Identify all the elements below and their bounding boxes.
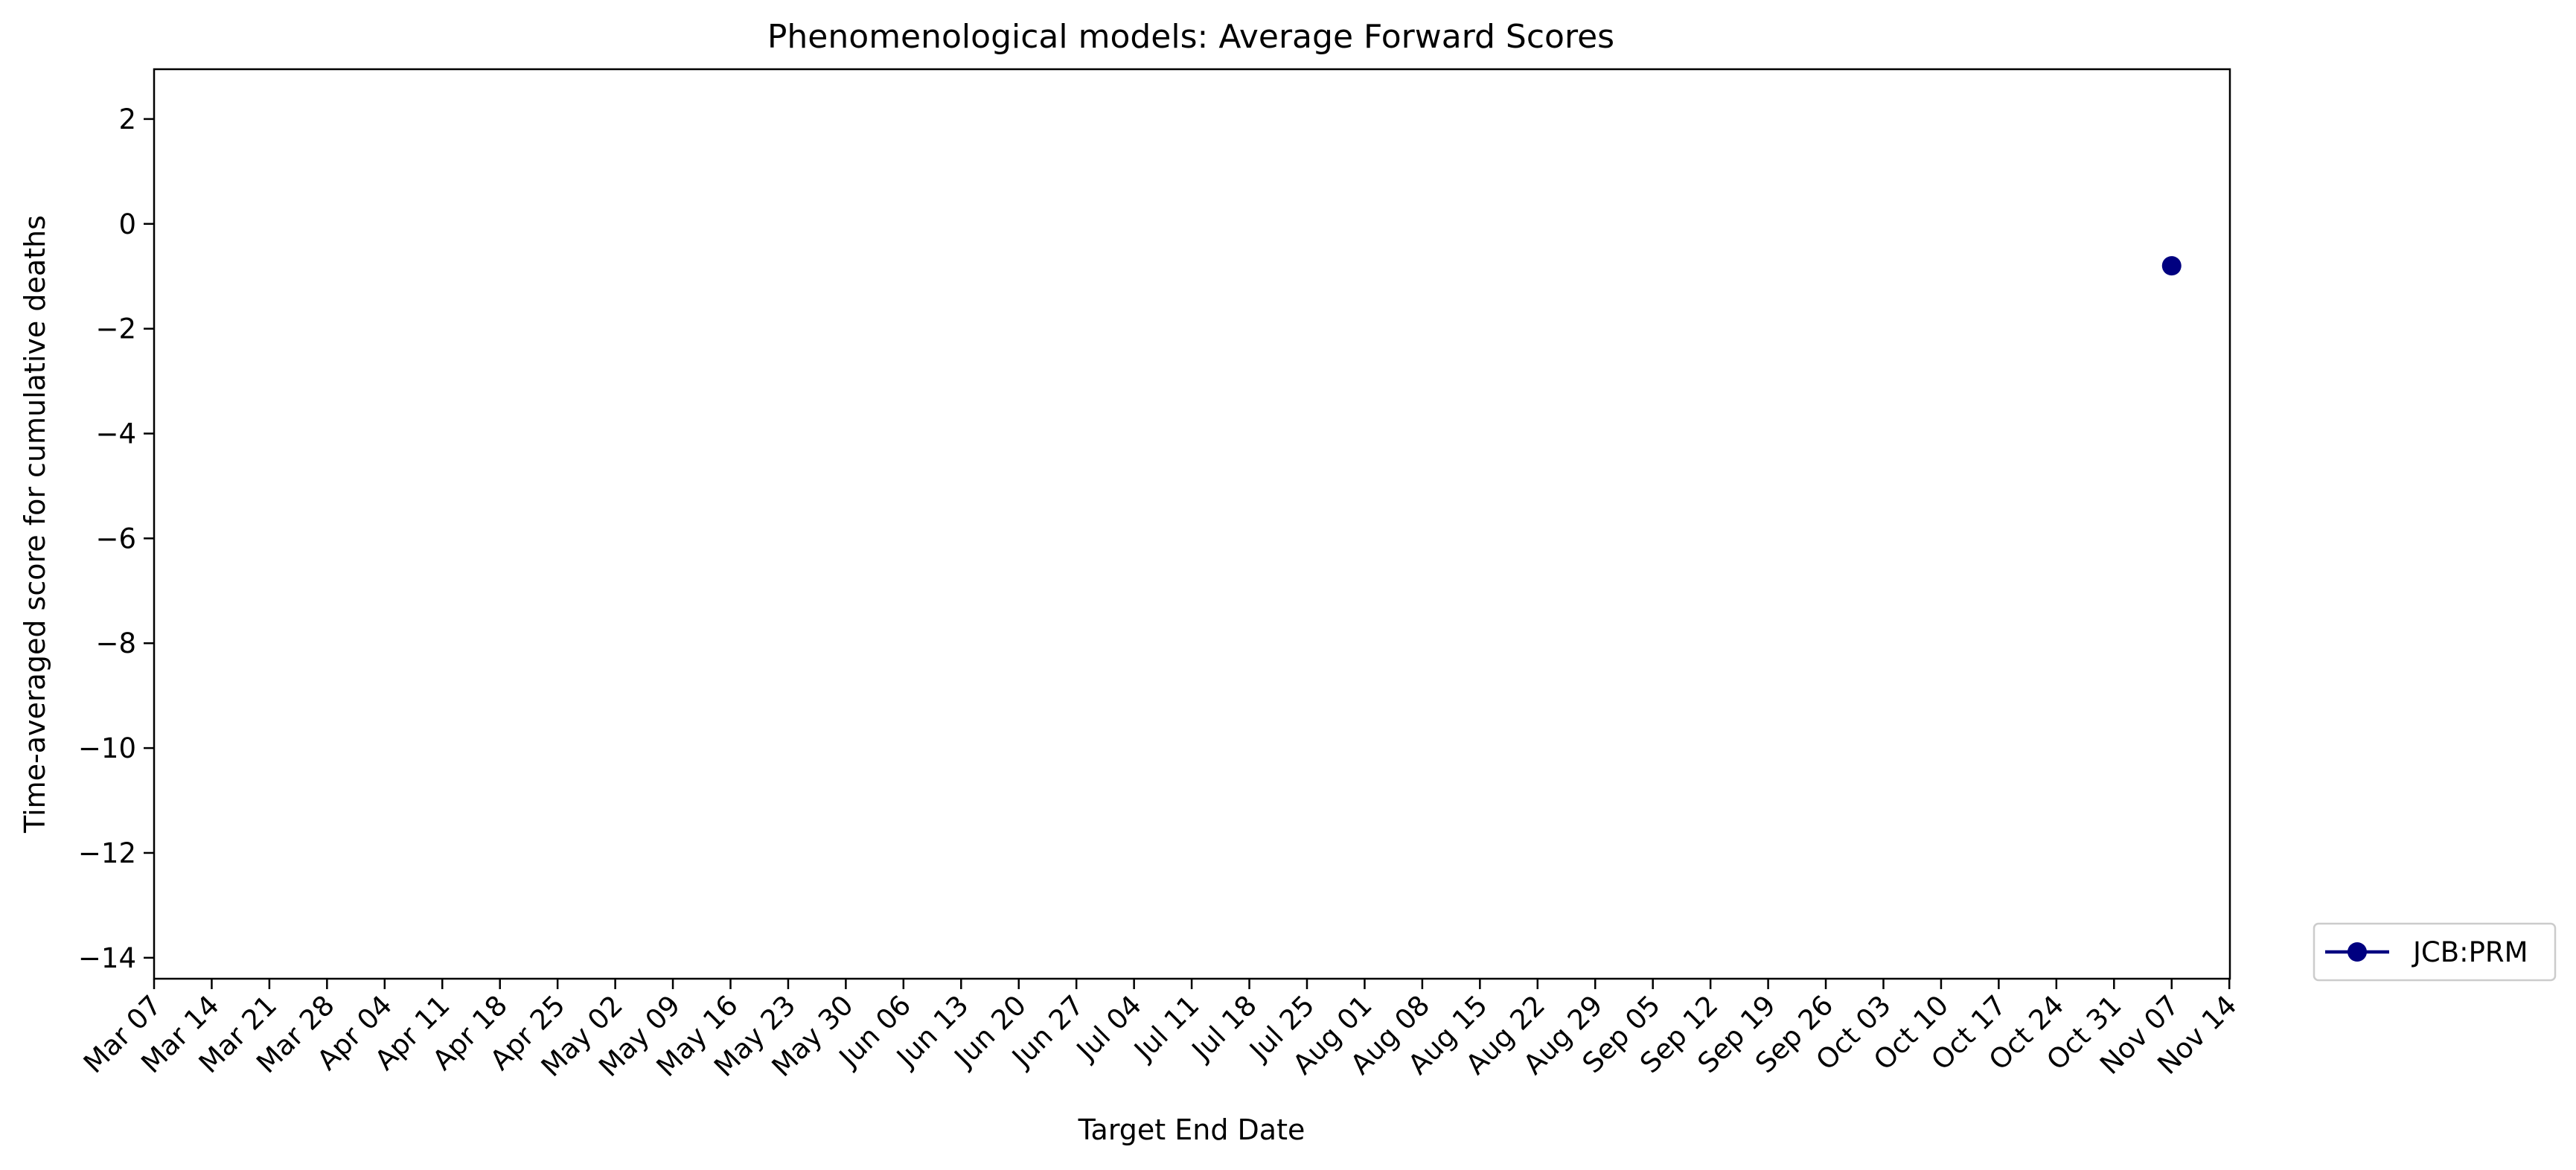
y-tick-label: 2 (118, 103, 136, 135)
legend-series-label: JCB:PRM (2412, 936, 2528, 968)
y-tick-label: −2 (95, 313, 136, 345)
y-tick-label: −14 (78, 942, 136, 974)
plot-frame (153, 68, 2231, 980)
legend[interactable]: JCB:PRM (2313, 922, 2557, 982)
data-point[interactable] (2161, 256, 2182, 276)
x-tick-label: Jul 04 (1070, 989, 1148, 1067)
x-tick-label: Jul 11 (1127, 989, 1205, 1067)
legend-box (2313, 922, 2557, 982)
y-axis-label: Time-averaged score for cumulative death… (19, 215, 51, 834)
x-axis-label: Target End Date (1078, 1113, 1305, 1146)
x-tick-label: Jul 18 (1185, 989, 1263, 1067)
legend-series-marker (2348, 942, 2367, 962)
series-layer (2161, 256, 2182, 276)
y-tick-label: 0 (118, 208, 136, 240)
y-tick-label: −10 (78, 732, 136, 764)
y-axis: 2 0 −2 −4 −6 −8 −10 −12 −14 (78, 103, 154, 974)
chart-title: Phenomenological models: Average Forward… (767, 18, 1614, 56)
y-tick-label: −6 (95, 522, 136, 554)
y-tick-label: −12 (78, 837, 136, 869)
y-tick-label: −4 (95, 418, 136, 450)
y-tick-label: −8 (95, 627, 136, 659)
